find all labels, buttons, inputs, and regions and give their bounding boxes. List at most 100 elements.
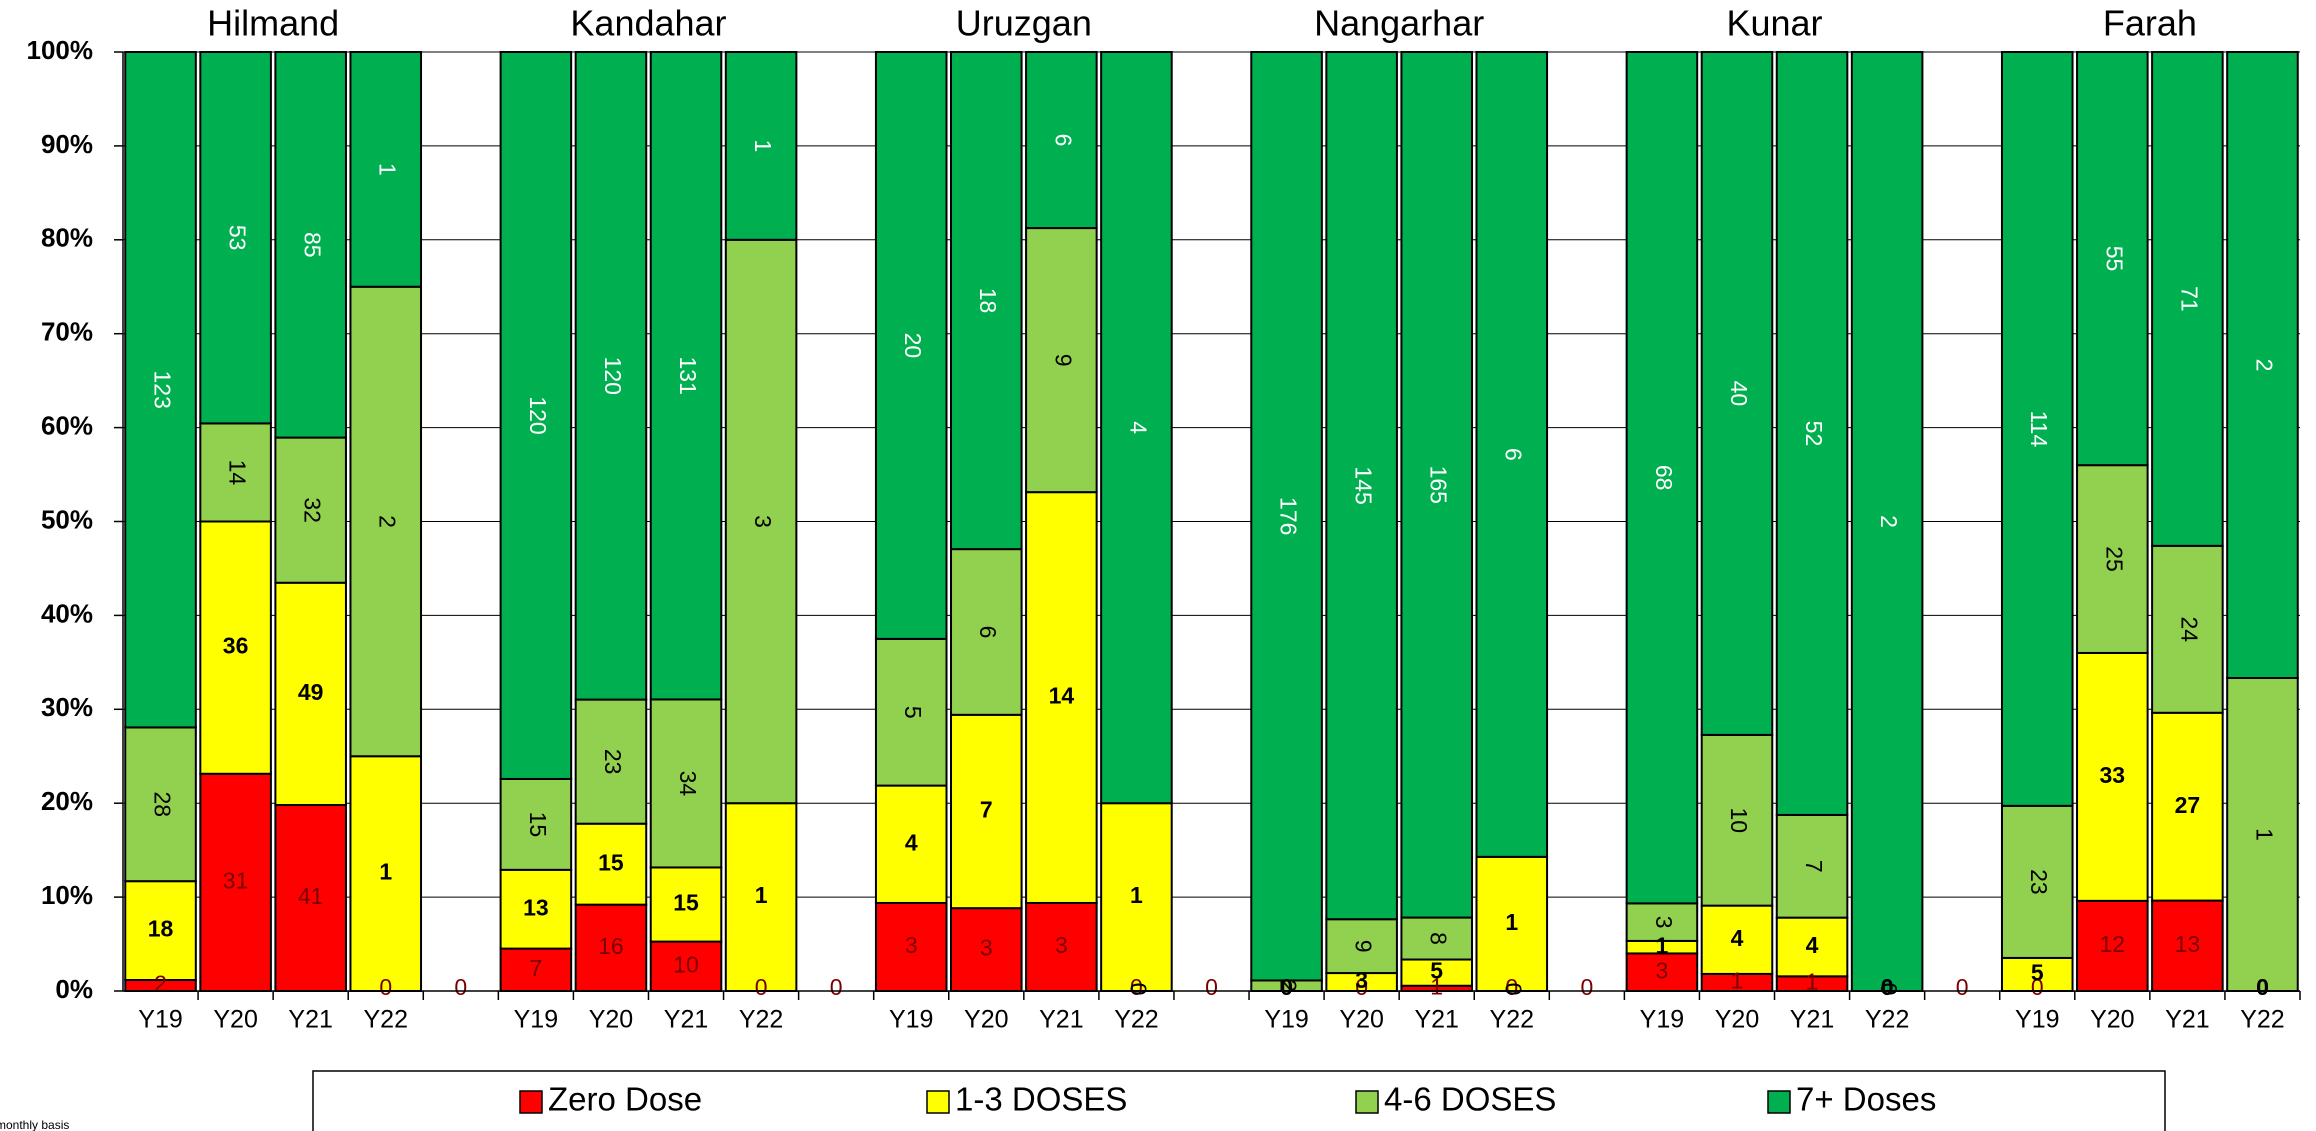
data-label: 145 [1351,466,1377,504]
data-label: 1 [1430,973,1443,999]
bar-segment [1025,227,1098,494]
x-tick-label: Y22 [739,1006,783,1034]
x-tick-label: Y20 [1715,1006,1759,1034]
bar-segment [1700,904,1774,975]
bar-segment [199,51,272,425]
data-label: 85 [300,232,326,258]
x-tick-label: Y22 [363,1006,407,1034]
data-label: 0 [2031,974,2044,1000]
data-label: 7 [529,955,542,981]
bar-segment [2000,51,2074,807]
bar-segment [499,51,573,780]
data-label: 0 [1881,974,1894,1000]
data-label: 131 [675,357,701,395]
bar-segment [124,880,197,982]
data-label: 27 [2175,792,2201,818]
data-label: 1 [1806,969,1819,995]
bar-segment [1475,51,1549,858]
x-tick-label: Y20 [213,1006,257,1034]
bar-segment [2151,544,2224,714]
bar-segment [1400,51,1473,919]
data-label: 0 [830,974,843,1000]
bar-segment [274,51,347,439]
bar-segment [1850,51,1924,992]
bar-segment [349,285,423,758]
data-label: 5 [900,706,926,719]
data-label: 53 [225,225,251,251]
data-label: 55 [2101,246,2127,272]
data-label: 31 [223,867,249,893]
bar-segment [649,940,723,992]
bar-segment [1250,51,1323,982]
data-label: 34 [675,771,701,797]
data-label: 18 [148,916,174,942]
bar-segment [874,784,948,904]
bar-segment [349,51,423,288]
group-label: Nangarhar [1314,3,1484,44]
data-label: 0 [1280,974,1293,1000]
data-label: 0 [1881,974,1894,1000]
data-label: 176 [1275,497,1301,535]
x-tick-label: Y22 [2240,1006,2284,1034]
data-label: 41 [298,883,324,909]
bar-segment [1025,51,1098,230]
bar-segment [574,822,648,906]
bar-segment [274,804,347,992]
data-label: 1 [755,882,768,908]
group-label: Kunar [1726,3,1822,44]
bar-segment [1475,855,1549,992]
data-label: 14 [225,460,251,486]
bar-segment [2076,51,2149,467]
data-label: 0 [1505,974,1518,1000]
bar-segment [1400,916,1473,961]
bar-segment [649,866,723,943]
data-label: 2 [154,971,167,997]
data-label: 1 [1656,932,1669,958]
data-label: 0 [379,974,392,1000]
legend-swatch [519,1090,543,1114]
legend-label: Zero Dose [548,1081,702,1118]
data-label: 3 [1055,932,1068,958]
data-label: 0 [1130,974,1143,1000]
data-label: 165 [1426,466,1452,504]
bar-segment [874,51,948,640]
bar-segment [574,51,648,701]
bar-segment [1625,51,1699,905]
bar-segment [1700,51,1774,736]
bar-segment [2226,51,2299,679]
x-tick-label: Y22 [1865,1006,1909,1034]
bar-segment [2076,899,2149,993]
data-label: 0 [1956,974,1969,1000]
data-label: 114 [2026,411,2052,448]
bar-segment [199,772,272,993]
data-label: 1 [1130,882,1143,908]
data-label: 1 [1731,968,1744,994]
data-label: 10 [1726,807,1752,833]
data-label: 1 [1505,909,1518,935]
y-tick-label: 80% [41,223,93,253]
bar-segment [1775,51,1849,816]
data-label: 68 [1651,465,1677,491]
x-tick-label: Y19 [514,1006,558,1034]
x-tick-label: Y20 [589,1006,633,1034]
x-tick-label: Y22 [1114,1006,1158,1034]
data-label: 7 [980,797,993,823]
data-label: 0 [1501,983,1527,996]
y-tick-label: 0% [55,974,93,1004]
data-label: 13 [2175,931,2201,957]
bar-segment [950,548,1023,716]
x-tick-label: Y21 [1790,1006,1834,1034]
x-tick-label: Y21 [2165,1006,2209,1034]
data-label: 6 [1050,134,1076,147]
legend-label: 1-3 DOSES [955,1081,1127,1118]
bar-segment [2000,956,2074,993]
data-label: 0 [1580,974,1593,1000]
data-label: 4 [905,829,918,855]
data-label: 2 [375,515,401,528]
x-tick-label: Y19 [2015,1006,2059,1034]
x-tick-label: Y19 [1640,1006,1684,1034]
bar-segment [724,238,798,805]
data-label: 0 [1355,974,1368,1000]
bar-segment [124,51,197,729]
bar-segment [649,51,723,701]
